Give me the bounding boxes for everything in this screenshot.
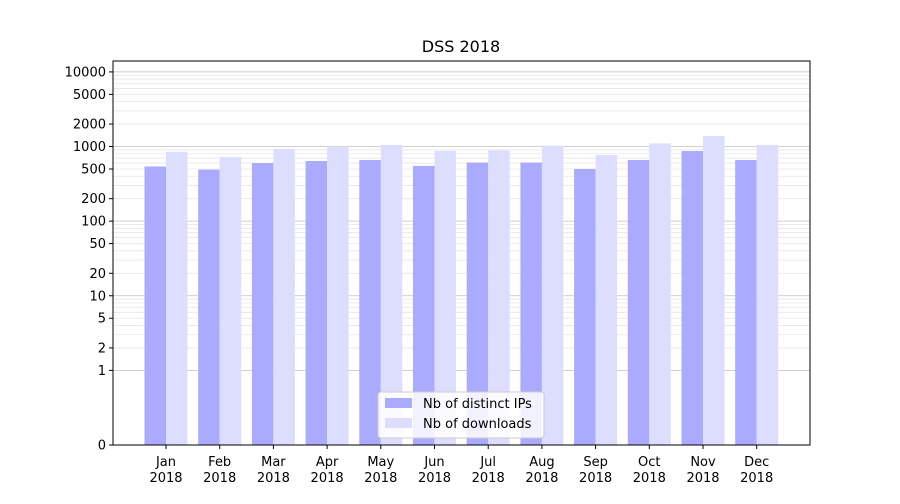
bar-downloads — [541, 145, 564, 446]
x-tick-label: Feb 2018 — [203, 455, 236, 486]
bar-distinct-ips — [681, 151, 703, 445]
x-tick-label: Oct 2018 — [633, 455, 666, 486]
bar-downloads — [380, 144, 403, 446]
bar-distinct-ips — [520, 162, 542, 445]
legend: Nb of distinct IPs Nb of downloads — [377, 391, 545, 439]
y-tick-label: 10 — [89, 289, 106, 304]
y-tick-label: 2 — [98, 341, 106, 356]
bar-distinct-ips — [627, 159, 650, 446]
legend-box — [377, 391, 545, 439]
y-tick-label: 1000 — [73, 140, 106, 155]
y-tick-label: 100 — [81, 215, 106, 230]
x-tick-label: Sep 2018 — [579, 455, 612, 486]
x-tick-label: Jun 2018 — [418, 455, 451, 486]
bar-downloads — [273, 148, 295, 445]
y-tick-label: 0 — [98, 439, 106, 454]
x-tick-label: Jul 2018 — [472, 455, 505, 486]
y-tick-label: 5000 — [73, 88, 106, 103]
x-tick-label: Mar 2018 — [257, 455, 290, 486]
bar-downloads — [434, 151, 456, 445]
bars — [144, 136, 779, 446]
bar-distinct-ips — [574, 168, 596, 446]
bar-distinct-ips — [359, 159, 381, 446]
y-tick-label: 200 — [81, 192, 106, 207]
x-tick-label: Dec 2018 — [740, 455, 773, 486]
bar-downloads — [595, 154, 618, 445]
legend-label: Nb of downloads — [423, 417, 532, 432]
x-tick-label: Jan 2018 — [149, 455, 182, 486]
axes: 0 1 2 5 10 20 50 100 200 500 1000 2000 5000 10000 Jan 2… — [65, 60, 811, 486]
x-tick-label: Nov 2018 — [686, 455, 719, 486]
bar-downloads — [166, 151, 188, 446]
y-tick-label: 50 — [89, 237, 106, 252]
x-tick-label: Aug 2018 — [525, 455, 558, 486]
bar-downloads — [756, 144, 779, 446]
y-tick-label: 2000 — [73, 118, 106, 133]
y-tick-label: 10000 — [65, 65, 106, 80]
bar-distinct-ips — [413, 165, 435, 445]
bar-downloads — [649, 143, 671, 445]
bar-downloads — [488, 150, 510, 446]
x-tick-label: Apr 2018 — [311, 455, 344, 486]
legend-swatch — [385, 418, 412, 428]
bar-distinct-ips — [735, 159, 757, 446]
bar-distinct-ips — [466, 162, 489, 445]
y-tick-label: 500 — [81, 162, 106, 177]
bar-downloads — [703, 136, 725, 445]
legend-label: Nb of distinct IPs — [423, 397, 532, 412]
bar-distinct-ips — [251, 163, 274, 446]
bar-distinct-ips — [198, 169, 220, 445]
bar-distinct-ips — [305, 160, 328, 445]
y-tick-label: 20 — [89, 267, 106, 282]
bar-distinct-ips — [144, 166, 166, 445]
y-tick-label: 5 — [98, 312, 106, 327]
legend-swatch — [385, 398, 412, 408]
y-tick-label: 1 — [98, 364, 106, 379]
bar-downloads — [327, 146, 349, 445]
bar-downloads — [219, 157, 242, 446]
plot-frame — [112, 60, 811, 446]
chart-title: DSS 2018 — [422, 37, 500, 56]
x-tick-label: May 2018 — [364, 455, 397, 486]
